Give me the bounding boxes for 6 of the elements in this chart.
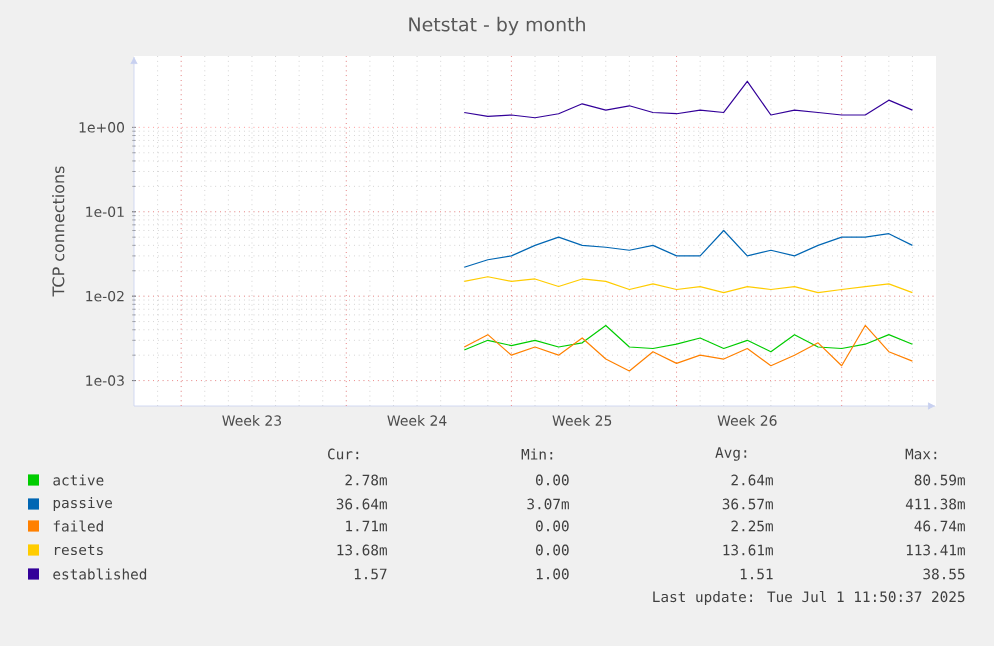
line-series <box>463 80 914 119</box>
line-series <box>463 229 914 268</box>
line-series <box>463 324 914 372</box>
line-series <box>463 324 914 353</box>
chart-title: Netstat - by month <box>409 16 585 36</box>
line-series <box>463 276 914 294</box>
